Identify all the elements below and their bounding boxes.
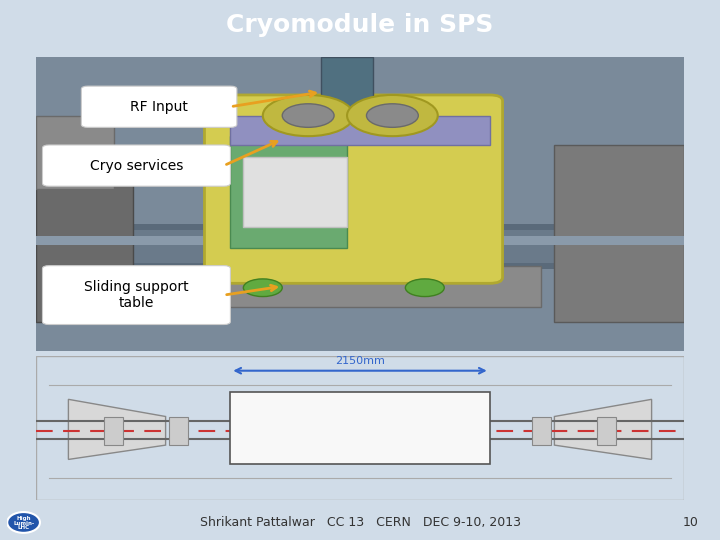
Text: Sliding support
table: Sliding support table [84, 280, 189, 310]
Bar [168, 416, 189, 445]
Circle shape [243, 279, 282, 296]
Bar [36, 231, 684, 262]
Bar [554, 145, 684, 321]
Bar [36, 116, 114, 189]
Circle shape [347, 95, 438, 136]
Circle shape [282, 104, 334, 127]
Text: Lumin-: Lumin- [13, 521, 34, 525]
Bar [36, 225, 684, 268]
Text: LHC: LHC [17, 525, 30, 530]
Bar [166, 266, 541, 307]
Circle shape [7, 512, 40, 533]
Text: 10: 10 [683, 516, 698, 529]
Circle shape [263, 95, 354, 136]
Polygon shape [554, 399, 652, 460]
Bar [104, 416, 124, 445]
Polygon shape [68, 399, 166, 460]
Text: Cryomodule in SPS: Cryomodule in SPS [226, 13, 494, 37]
Bar [36, 236, 684, 245]
Text: Cryo services: Cryo services [90, 159, 183, 173]
Bar [230, 116, 490, 145]
Text: Shrikant Pattalwar   CC 13   CERN   DEC 9-10, 2013: Shrikant Pattalwar CC 13 CERN DEC 9-10, … [199, 516, 521, 529]
Text: High: High [17, 516, 31, 522]
Bar [230, 136, 347, 248]
Bar [230, 392, 490, 464]
Bar [531, 416, 552, 445]
Bar [243, 157, 347, 227]
Bar [321, 57, 373, 110]
Bar [36, 160, 133, 321]
FancyBboxPatch shape [42, 266, 230, 325]
Bar [596, 416, 616, 445]
Text: RF Input: RF Input [130, 100, 188, 114]
Circle shape [366, 104, 418, 127]
FancyBboxPatch shape [42, 145, 230, 186]
FancyBboxPatch shape [81, 86, 237, 127]
Circle shape [405, 279, 444, 296]
Text: 2150mm: 2150mm [335, 356, 385, 367]
FancyBboxPatch shape [204, 95, 503, 284]
